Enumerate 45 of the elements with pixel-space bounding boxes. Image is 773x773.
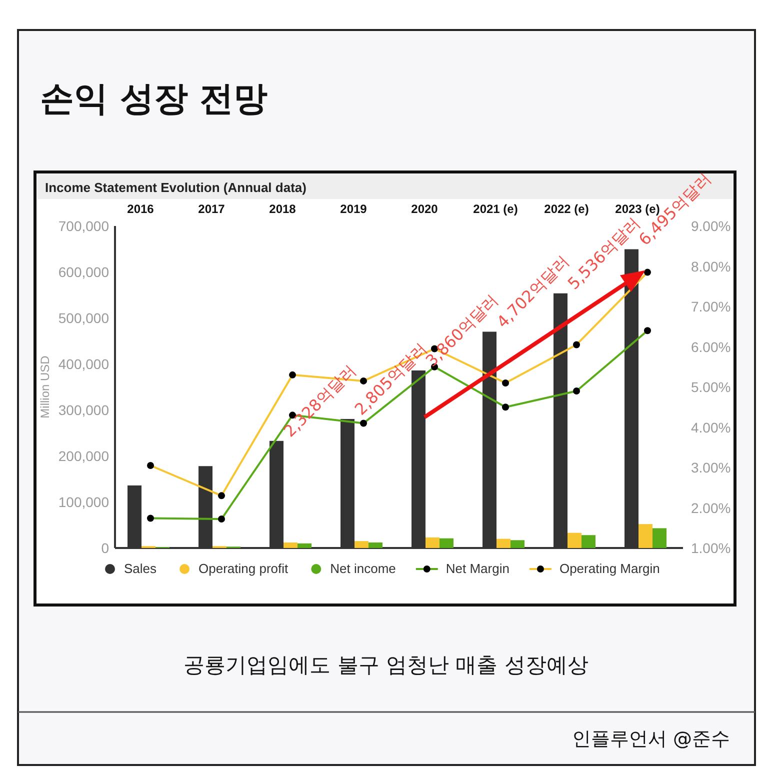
y-axis-title: Million USD xyxy=(38,355,52,418)
legend-label: Operating Margin xyxy=(559,561,660,576)
y-tick-label: 200,000 xyxy=(58,448,110,464)
x-tick-label: 2022 (e) xyxy=(544,202,589,216)
y-tick-label: 600,000 xyxy=(58,264,110,280)
legend-label: Net income xyxy=(330,561,396,576)
x-tick-label: 2017 xyxy=(198,202,226,216)
x-tick-label: 2018 xyxy=(269,202,296,216)
legend-label: Net Margin xyxy=(446,561,510,576)
y-tick-label: 100,000 xyxy=(58,494,110,510)
legend-label: Sales xyxy=(124,561,158,576)
x-tick-label: 2016 xyxy=(127,202,154,216)
y2-tick-label: 3.00% xyxy=(691,460,731,476)
x-tick-label: 2019 xyxy=(340,202,368,216)
bar xyxy=(652,528,666,548)
y2-tick-label: 5.00% xyxy=(691,379,731,395)
legend-label: Operating profit xyxy=(198,561,289,576)
y2-tick-label: 7.00% xyxy=(691,298,731,314)
x-tick-label: 2021 (e) xyxy=(473,202,518,216)
y-tick-label: 300,000 xyxy=(58,402,110,418)
y2-tick-label: 1.00% xyxy=(691,540,731,556)
bar xyxy=(368,542,382,548)
bar xyxy=(298,543,312,548)
y2-tick-label: 4.00% xyxy=(691,419,731,436)
y-tick-label: 700,000 xyxy=(58,218,110,234)
bar xyxy=(496,538,510,548)
y-tick-label: 500,000 xyxy=(58,310,110,326)
x-tick-label: 2020 xyxy=(411,202,438,216)
chart-title: 손익 성장 전망 xyxy=(40,79,268,119)
text: 공룡기업임에도 불구 엄청난 매출 성장예상 xyxy=(184,653,588,677)
bar xyxy=(568,532,582,548)
bar xyxy=(426,537,440,548)
bar xyxy=(354,541,368,548)
y-tick-label: 0 xyxy=(101,540,110,556)
chart-subtitle: Income Statement Evolution (Annual data) xyxy=(45,180,306,195)
text: 인플루언서 @준수 xyxy=(572,728,730,750)
y-tick-label: 400,000 xyxy=(58,356,110,372)
bar xyxy=(638,524,652,548)
bar xyxy=(582,535,596,548)
bar xyxy=(440,538,454,548)
bar xyxy=(510,540,524,548)
y2-tick-label: 8.00% xyxy=(691,258,731,274)
y2-tick-label: 6.00% xyxy=(691,338,731,355)
y2-tick-label: 2.00% xyxy=(691,500,731,516)
bar xyxy=(284,542,298,548)
